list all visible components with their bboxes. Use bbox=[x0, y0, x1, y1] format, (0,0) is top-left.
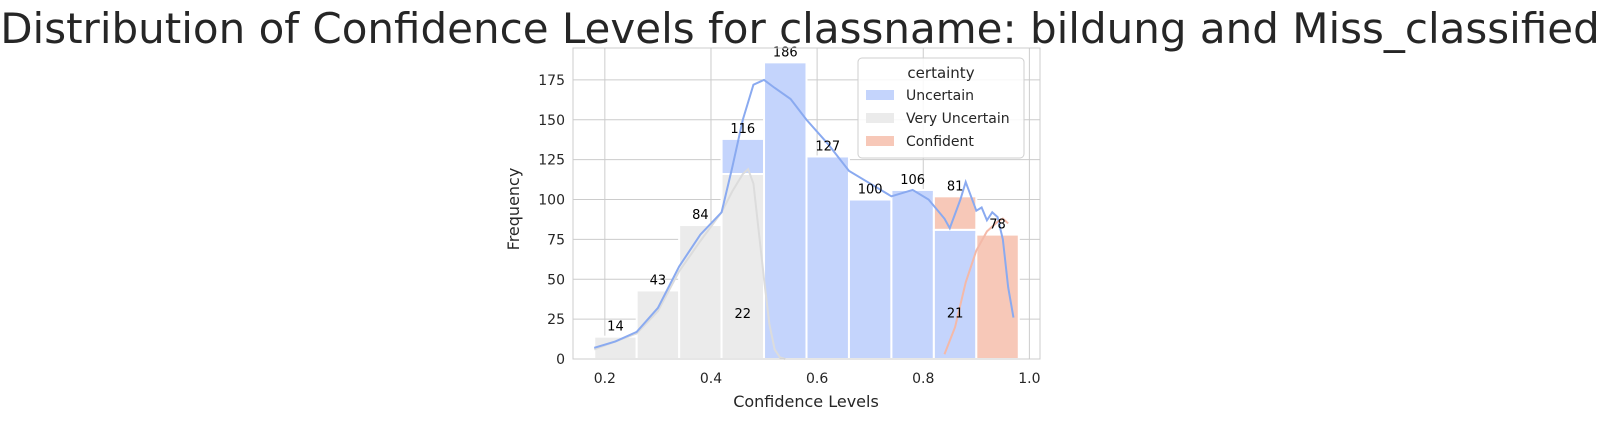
bar-data-label: 43 bbox=[650, 273, 667, 288]
legend-swatch bbox=[866, 136, 894, 146]
y-tick-label: 25 bbox=[547, 312, 565, 328]
bar-data-label: 186 bbox=[773, 45, 798, 60]
x-tick-label: 0.2 bbox=[594, 371, 616, 387]
kde-line bbox=[593, 78, 1015, 349]
y-tick-label: 100 bbox=[538, 193, 565, 209]
histogram-bar bbox=[720, 137, 766, 175]
histogram-bar bbox=[805, 155, 850, 360]
bar-data-label: 106 bbox=[900, 173, 925, 188]
x-tick-label: 1.0 bbox=[1018, 371, 1040, 387]
y-tick-label: 150 bbox=[538, 113, 565, 129]
bar-data-label: 14 bbox=[607, 320, 624, 335]
bar-data-label: 21 bbox=[947, 307, 964, 322]
legend-box bbox=[857, 57, 1025, 159]
bar-data-label: 127 bbox=[815, 139, 840, 154]
kde-line bbox=[593, 167, 786, 360]
legend-label: Uncertain bbox=[906, 88, 974, 104]
y-tick-label: 175 bbox=[538, 73, 565, 89]
x-tick-label: 0.4 bbox=[700, 371, 722, 387]
legend: certainty Uncertain Very Uncertain Confiden… bbox=[857, 57, 1025, 159]
histogram-bar bbox=[720, 172, 766, 360]
histogram-bar bbox=[847, 198, 893, 360]
y-tick-label: 125 bbox=[538, 153, 565, 169]
x-axis-label: Confidence Levels bbox=[733, 392, 879, 411]
legend-label: Very Uncertain bbox=[906, 111, 1010, 127]
y-tick-label: 50 bbox=[547, 272, 565, 288]
legend-swatch bbox=[866, 90, 894, 100]
legend-label: Confident bbox=[906, 134, 974, 150]
y-tick-label: 0 bbox=[556, 352, 565, 368]
y-axis-label: Frequency bbox=[504, 168, 523, 251]
histogram-bar bbox=[932, 228, 978, 360]
x-tick-label: 0.6 bbox=[806, 371, 828, 387]
bar-data-label: 84 bbox=[692, 208, 709, 223]
kde-line bbox=[943, 217, 1009, 355]
legend-title: certainty bbox=[907, 64, 974, 82]
bar-data-label: 78 bbox=[989, 218, 1006, 233]
chart-title: Distribution of Confidence Levels for cl… bbox=[0, 4, 1600, 53]
bar-data-label: 81 bbox=[947, 179, 964, 194]
bar-data-label: 100 bbox=[858, 183, 883, 198]
histogram-bar bbox=[763, 61, 808, 360]
legend-swatch bbox=[866, 113, 894, 123]
y-tick-label: 75 bbox=[547, 232, 565, 248]
histogram-bar bbox=[975, 233, 1020, 361]
x-tick-label: 0.8 bbox=[912, 371, 934, 387]
bar-data-label: 116 bbox=[730, 122, 755, 137]
histogram-bar bbox=[678, 224, 723, 360]
plot-frame bbox=[572, 47, 1041, 360]
bar-data-label: 22 bbox=[735, 307, 752, 322]
plot-area: 0 25 50 75 100 125 150 175 0.2 0.4 0.6 0.8 1.0 14 43 84… bbox=[538, 45, 1040, 387]
histogram-bar bbox=[890, 188, 935, 360]
